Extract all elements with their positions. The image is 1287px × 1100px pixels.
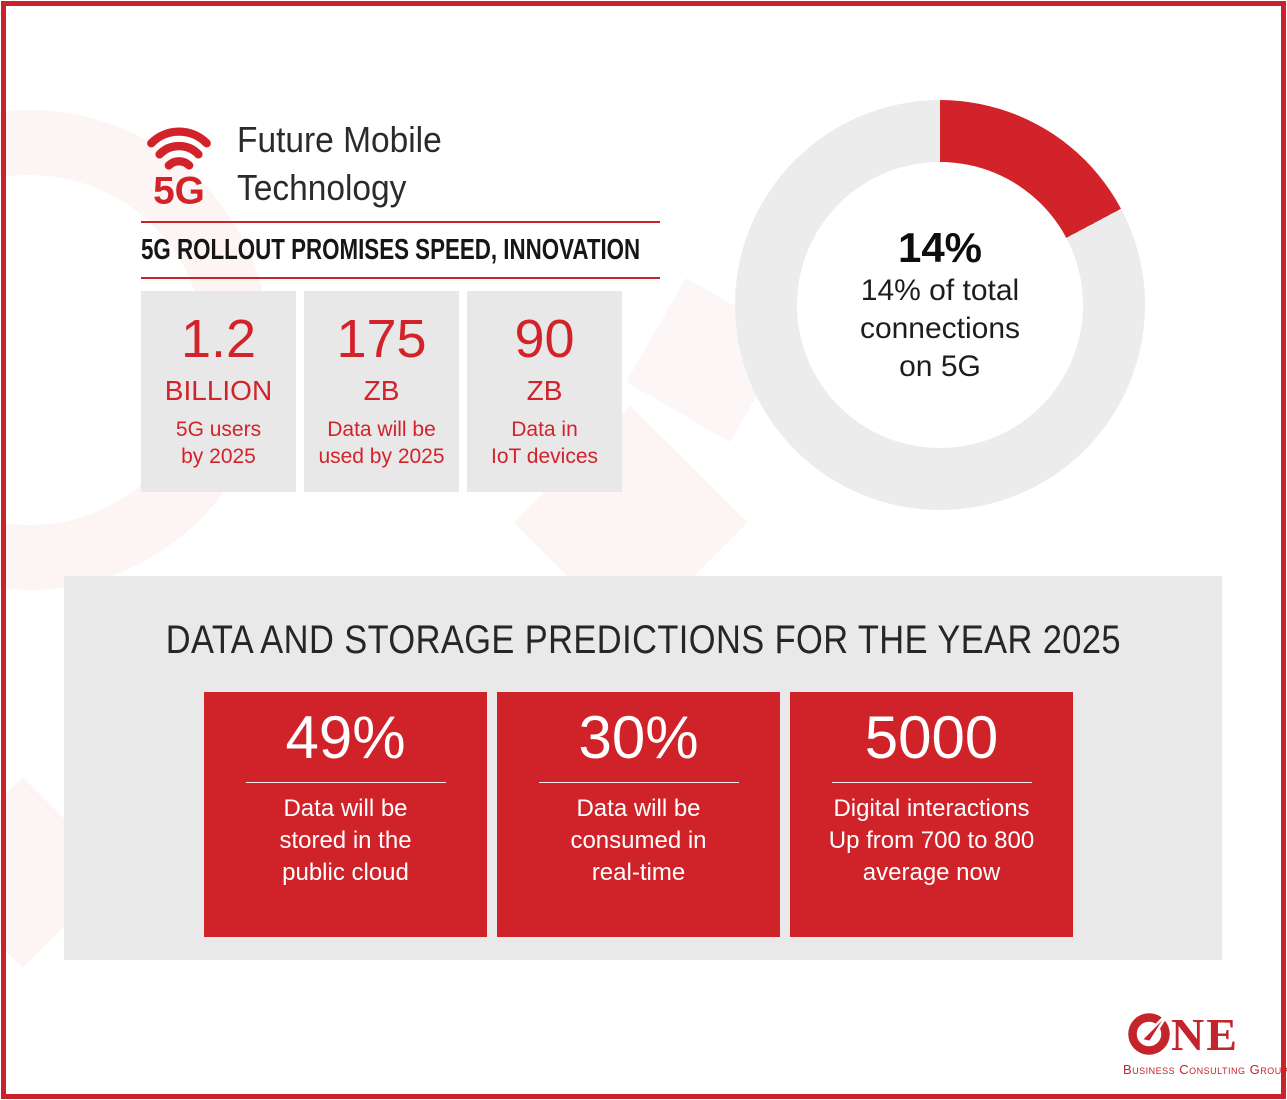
card-divider [831, 781, 1032, 783]
tagline-divider-bottom [141, 277, 660, 279]
tagline: 5G ROLLOUT PROMISES SPEED, INNOVATION [141, 233, 641, 266]
stat-unit: BILLION [164, 374, 273, 406]
stat-value: 90 [514, 309, 575, 369]
donut-chart-5g-connections: 14% 14% of total connections on 5G [735, 100, 1145, 510]
page-title-line1: Future Mobile [237, 119, 442, 160]
stat-description: Data will be used by 2025 [318, 417, 445, 468]
page-title: Future Mobile Technology [237, 116, 457, 212]
stat-box-5g-users: 1.2 BILLION 5G users by 2025 [141, 291, 296, 492]
donut-center-caption: 14% of total [860, 273, 1020, 307]
wifi-arc-medium [155, 141, 203, 159]
stat-box-data-used: 175 ZB Data will be used by 2025 [304, 291, 459, 492]
stat-description: Data in IoT devices [491, 417, 598, 468]
predictions-heading: DATA AND STORAGE PREDICTIONS FOR THE YEA… [165, 618, 1121, 662]
stat-description: 5G users by 2025 [175, 417, 262, 468]
card-value: 30% [578, 704, 699, 771]
stat-unit: ZB [526, 374, 563, 406]
stat-unit: ZB [363, 374, 400, 406]
page-title-line2: Technology [237, 167, 407, 208]
one-logo-graphic: NE [1128, 1009, 1239, 1060]
card-value: 5000 [864, 704, 999, 771]
wifi-arc-small [164, 157, 194, 170]
card-divider [245, 781, 446, 783]
prediction-card-public-cloud: 49% Data will be stored in the public cl… [204, 692, 487, 937]
prediction-card-row: 49% Data will be stored in the public cl… [204, 692, 1073, 937]
card-value: 49% [285, 704, 406, 771]
logo-subtitle: Business Consulting Group [1123, 1062, 1287, 1077]
stat-box-row: 1.2 BILLION 5G users by 2025 175 ZB Data… [141, 291, 622, 492]
card-divider [538, 781, 739, 783]
predictions-panel: DATA AND STORAGE PREDICTIONS FOR THE YEA… [64, 576, 1222, 960]
stat-box-iot-data: 90 ZB Data in IoT devices [467, 291, 622, 492]
prediction-card-real-time: 30% Data will be consumed in real-time [497, 692, 780, 937]
donut-center-caption: on 5G [899, 350, 981, 384]
wifi-arc-large [147, 127, 211, 148]
donut-center: 14% 14% of total connections on 5G [797, 162, 1083, 448]
stat-value: 1.2 [180, 309, 257, 369]
logo-compass-needle [1138, 1011, 1171, 1044]
logo-letters-ne: NE [1171, 1009, 1239, 1056]
company-logo: NE Business Consulting Group [1123, 1006, 1287, 1077]
5g-icon-label: 5G [153, 169, 205, 208]
donut-center-percentage: 14% [897, 223, 983, 271]
stat-value: 175 [336, 309, 427, 369]
tagline-divider-top [141, 221, 660, 223]
prediction-card-digital-interactions: 5000 Digital interactions Up from 700 to… [790, 692, 1073, 937]
donut-center-caption: connections [859, 311, 1021, 345]
logo-ring-o [1128, 1013, 1170, 1055]
5g-wifi-signal-icon: 5G [147, 127, 211, 208]
